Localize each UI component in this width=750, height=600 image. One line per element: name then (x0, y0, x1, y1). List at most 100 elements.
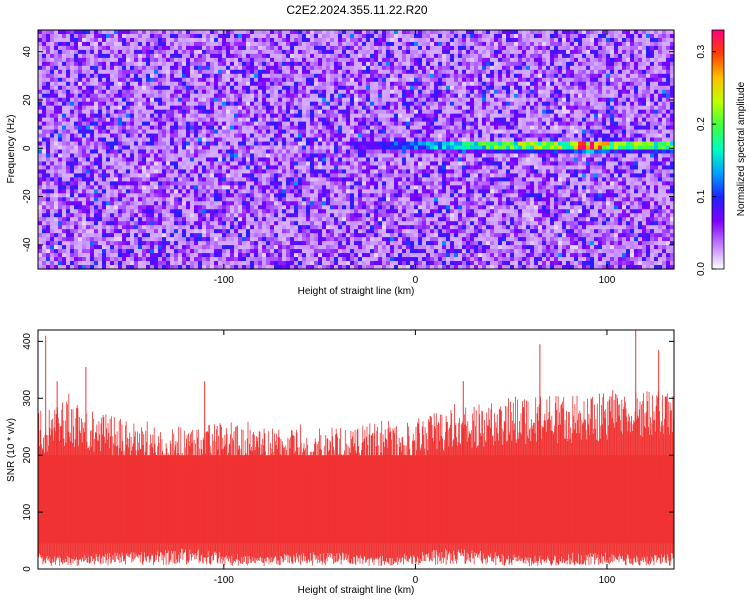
heatmap-cell (342, 41, 347, 47)
heatmap-cell (550, 57, 555, 63)
heatmap-cell (398, 109, 403, 115)
heatmap-cell (278, 53, 283, 59)
heatmap-cell (222, 69, 227, 75)
heatmap-cell (446, 93, 451, 99)
heatmap-cell (550, 30, 555, 35)
heatmap-cell (454, 105, 459, 111)
heatmap-cell (578, 61, 583, 67)
heatmap-cell (546, 149, 551, 155)
heatmap-cell (270, 73, 275, 79)
heatmap-cell (450, 65, 455, 71)
heatmap-cell (258, 133, 263, 139)
heatmap-cell (610, 149, 615, 155)
heatmap-cell (358, 61, 363, 67)
heatmap-cell (338, 73, 343, 79)
heatmap-cell (606, 37, 611, 43)
heatmap-cell (122, 105, 127, 111)
heatmap-cell (190, 45, 195, 51)
heatmap-cell (342, 37, 347, 43)
heatmap-cell (502, 49, 507, 55)
heatmap-cell (118, 105, 123, 111)
heatmap-cell (130, 141, 135, 147)
heatmap-cell (98, 105, 103, 111)
heatmap-cell (254, 65, 259, 71)
heatmap-cell (618, 97, 623, 103)
heatmap-cell (142, 65, 147, 71)
heatmap-cell (218, 121, 223, 127)
heatmap-cell (146, 49, 151, 55)
heatmap-cell (306, 85, 311, 91)
heatmap-cell (450, 45, 455, 51)
heatmap-cell (526, 61, 531, 67)
heatmap-cell (222, 49, 227, 55)
heatmap-cell (206, 149, 211, 155)
heatmap-cell (238, 41, 243, 47)
heatmap-cell (214, 101, 219, 107)
heatmap-cell (274, 133, 279, 139)
heatmap-cell (670, 81, 675, 87)
heatmap-cell (226, 53, 231, 59)
heatmap-cell (614, 109, 619, 115)
heatmap-cell (518, 85, 523, 91)
heatmap-cell (238, 49, 243, 55)
heatmap-cell (226, 153, 231, 159)
heatmap-cell (350, 81, 355, 87)
heatmap-cell (218, 153, 223, 159)
heatmap-cell (246, 41, 251, 47)
heatmap-cell (62, 105, 67, 111)
heatmap-cell (394, 69, 399, 75)
heatmap-cell (294, 65, 299, 71)
heatmap-cell (318, 93, 323, 99)
heatmap-cell (582, 49, 587, 55)
heatmap-cell (442, 97, 447, 103)
heatmap-cell (374, 129, 379, 135)
heatmap-cell (230, 89, 235, 95)
heatmap-cell (202, 149, 207, 155)
heatmap-cell (562, 109, 567, 115)
heatmap-cell (526, 77, 531, 83)
heatmap-cell (302, 85, 307, 91)
heatmap-cell (254, 73, 259, 79)
heatmap-cell (610, 61, 615, 67)
heatmap-cell (626, 89, 631, 95)
heatmap-cell (550, 81, 555, 87)
heatmap-cell (670, 129, 675, 135)
heatmap-cell (186, 65, 191, 71)
heatmap-cell (110, 105, 115, 111)
heatmap-cell (482, 129, 487, 135)
heatmap-cell (490, 37, 495, 43)
heatmap-cell (106, 97, 111, 103)
heatmap-cell (118, 113, 123, 119)
heatmap-cell (550, 49, 555, 55)
heatmap-cell (554, 81, 559, 87)
heatmap-cell (250, 89, 255, 95)
heatmap-cell (98, 30, 103, 35)
heatmap-cell (574, 57, 579, 63)
heatmap-cell (538, 133, 543, 139)
heatmap-cell (358, 77, 363, 83)
heatmap-cell (550, 97, 555, 103)
heatmap-cell (54, 85, 59, 91)
heatmap-cell (526, 65, 531, 71)
heatmap-cell (558, 89, 563, 95)
heatmap-cell (570, 117, 575, 123)
heatmap-cell (134, 113, 139, 119)
heatmap-cell (474, 149, 479, 155)
heatmap-cell (582, 41, 587, 47)
heatmap-cell (258, 117, 263, 123)
heatmap-cell (262, 37, 267, 43)
heatmap-cell (370, 117, 375, 123)
heatmap-cell (418, 133, 423, 139)
heatmap-cell (526, 141, 531, 147)
heatmap-cell (538, 49, 543, 55)
heatmap-cell (286, 30, 291, 35)
heatmap-cell (430, 61, 435, 67)
heatmap-cell (38, 41, 43, 47)
heatmap-cell (578, 137, 583, 143)
heatmap-cell (558, 30, 563, 35)
heatmap-cell (50, 153, 55, 159)
heatmap-cell (658, 105, 663, 111)
heatmap-cell (466, 61, 471, 67)
heatmap-cell (330, 105, 335, 111)
